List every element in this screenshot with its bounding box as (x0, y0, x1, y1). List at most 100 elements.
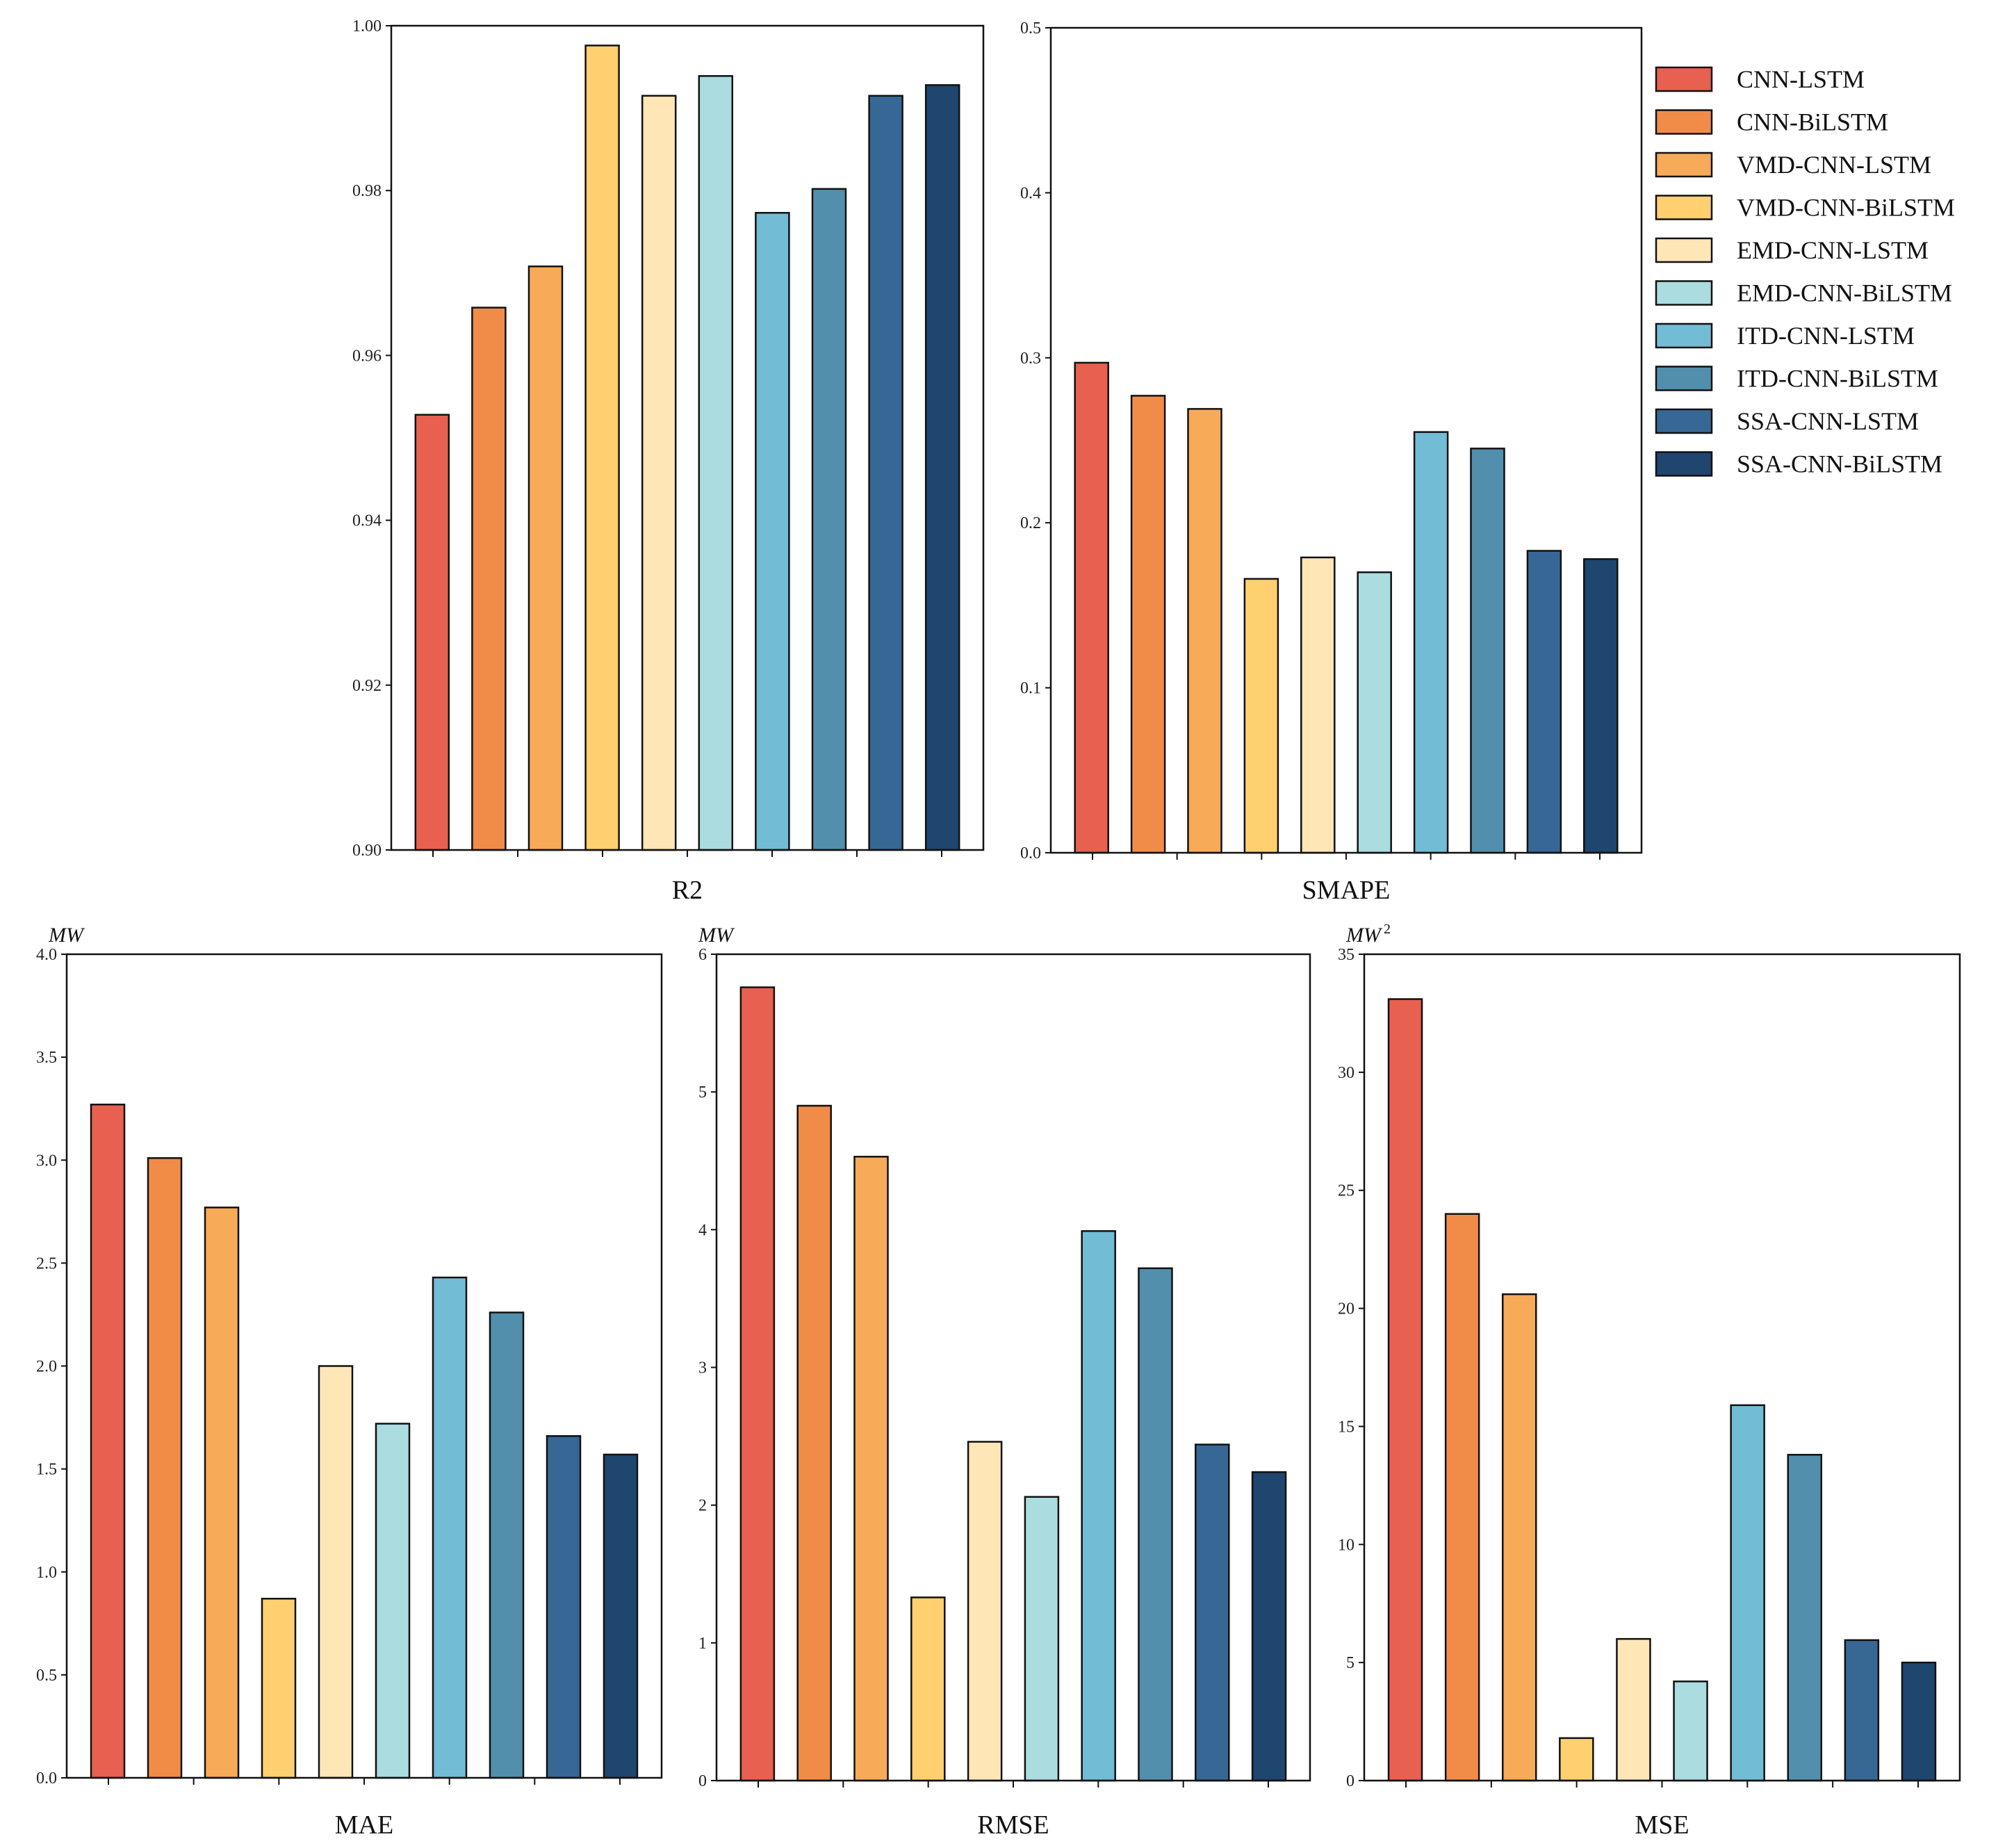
legend-item: ITD-CNN-LSTM (1655, 322, 1915, 350)
bar-emd-cnn-lstm (318, 1365, 354, 1779)
legend-item: SSA-CNN-LSTM (1655, 407, 1919, 435)
bar-vmd-cnn-lstm (853, 1156, 889, 1782)
y-tick-label: 0.94 (352, 512, 382, 530)
bar-emd-cnn-bilstm (698, 75, 734, 851)
chart-panel-smape: 0.0 0.1 0.2 0.3 0.4 0.5 SMAPE (1020, 19, 1643, 905)
legend: CNN-LSTM CNN-BiLSTM VMD-CNN-LSTM VMD-CNN-Bi… (1655, 65, 1955, 478)
bar-ssa-cnn-bilstm (1251, 1471, 1287, 1782)
bar-vmd-cnn-bilstm (910, 1596, 946, 1782)
bar-itd-cnn-bilstm (1470, 448, 1505, 854)
legend-label: EMD-CNN-LSTM (1737, 236, 1929, 264)
bar-vmd-cnn-lstm (1187, 408, 1222, 854)
x-axis-title: RMSE (977, 1810, 1049, 1840)
bar-cnn-bilstm (1444, 1213, 1480, 1782)
bar-vmd-cnn-bilstm (1243, 578, 1279, 854)
y-tick-label: 3.0 (36, 1152, 57, 1170)
chart-panel-rmse: 0 1 2 3 4 5 6 RMSE MW (698, 924, 1311, 1840)
legend-item: EMD-CNN-BiLSTM (1655, 279, 1952, 307)
chart-panel-r2: 0.90 0.92 0.94 0.96 0.98 1.00 R2 (352, 17, 985, 905)
legend-label: SSA-CNN-LSTM (1737, 407, 1919, 435)
y-tick-label: 4.0 (36, 946, 57, 964)
bar-itd-cnn-lstm (1081, 1230, 1116, 1782)
y-tick-label: 5 (1346, 1654, 1354, 1672)
bar-itd-cnn-bilstm (1138, 1267, 1173, 1782)
x-axis-title: R2 (672, 876, 703, 905)
y-tick-label: 1.0 (36, 1564, 57, 1582)
y-tick-label: 3 (698, 1359, 707, 1377)
bar-cnn-lstm (90, 1104, 126, 1779)
bar-itd-cnn-lstm (1730, 1404, 1765, 1782)
legend-item: VMD-CNN-BiLSTM (1655, 194, 1955, 222)
y-tick-label: 20 (1338, 1300, 1354, 1318)
legend-swatch (1655, 322, 1713, 349)
legend-item: EMD-CNN-LSTM (1655, 236, 1929, 264)
y-tick-label: 0.92 (352, 677, 382, 695)
y-tick-label: 10 (1338, 1536, 1354, 1554)
y-tick-label: 1.5 (36, 1461, 57, 1479)
bar-emd-cnn-bilstm (1024, 1496, 1060, 1782)
bar-emd-cnn-lstm (641, 95, 677, 851)
legend-label: ITD-CNN-BiLSTM (1737, 365, 1938, 393)
y-tick-label: 1 (698, 1635, 707, 1653)
bar-vmd-cnn-lstm (204, 1207, 240, 1779)
bar-emd-cnn-lstm (1616, 1637, 1651, 1782)
x-axis-title: MSE (1635, 1810, 1689, 1840)
legend-label: VMD-CNN-LSTM (1737, 151, 1931, 179)
bar-vmd-cnn-bilstm (584, 44, 620, 851)
y-tick-label: 2.5 (36, 1254, 57, 1273)
y-tick-label: 0 (698, 1772, 707, 1790)
legend-item: ITD-CNN-BiLSTM (1655, 365, 1938, 393)
bar-itd-cnn-lstm (432, 1276, 468, 1779)
bar-ssa-cnn-lstm (546, 1434, 582, 1779)
legend-label: ITD-CNN-LSTM (1737, 322, 1915, 350)
legend-label: EMD-CNN-BiLSTM (1737, 279, 1952, 307)
legend-swatch (1655, 280, 1713, 306)
legend-label: SSA-CNN-BiLSTM (1737, 450, 1942, 478)
bar-itd-cnn-lstm (1413, 431, 1449, 854)
bar-emd-cnn-lstm (967, 1441, 1003, 1782)
bar-cnn-lstm (414, 414, 450, 851)
bar-itd-cnn-bilstm (1787, 1453, 1822, 1782)
y-tick-label: 0.98 (352, 182, 382, 200)
y-tick-label: 0.5 (36, 1667, 57, 1685)
y-tick-label: 0.0 (1020, 844, 1041, 862)
bar-ssa-cnn-lstm (1844, 1639, 1880, 1782)
bar-cnn-bilstm (796, 1104, 832, 1782)
legend-swatch (1655, 195, 1713, 220)
bar-cnn-lstm (739, 986, 776, 1782)
legend-label: CNN-LSTM (1737, 65, 1865, 93)
y-tick-label: 0.5 (1020, 19, 1041, 38)
y-tick-label: 0.4 (1020, 184, 1041, 202)
legend-swatch (1655, 109, 1713, 135)
y-tick-label: 5 (698, 1084, 707, 1102)
y-tick-label: 4 (698, 1221, 707, 1239)
bar-ssa-cnn-bilstm (1901, 1661, 1937, 1782)
bar-vmd-cnn-bilstm (261, 1598, 297, 1779)
y-tick-label: 2.0 (36, 1358, 57, 1376)
unit-label: MW (698, 924, 735, 947)
bar-emd-cnn-bilstm (1357, 571, 1392, 854)
bar-ssa-cnn-bilstm (924, 84, 960, 851)
legend-label: VMD-CNN-BiLSTM (1737, 194, 1955, 222)
bar-itd-cnn-bilstm (811, 188, 847, 851)
y-tick-label: 0.90 (352, 842, 382, 860)
y-tick-label: 30 (1338, 1064, 1354, 1082)
bar-emd-cnn-bilstm (1673, 1681, 1708, 1782)
bar-vmd-cnn-lstm (527, 265, 564, 851)
bar-cnn-bilstm (471, 306, 507, 851)
bar-vmd-cnn-bilstm (1559, 1737, 1594, 1782)
y-tick-label: 1.00 (352, 17, 382, 35)
y-tick-label: 0 (1346, 1772, 1354, 1790)
bar-ssa-cnn-bilstm (603, 1453, 639, 1779)
bar-ssa-cnn-lstm (1526, 550, 1562, 854)
x-axis-title: MAE (335, 1810, 393, 1840)
legend-swatch (1655, 66, 1713, 92)
chart-panels: 0.900.920.940.960.981.00R20.00.10.20.30.… (36, 17, 1961, 1840)
unit-label: MW 2 (1345, 922, 1391, 947)
bar-emd-cnn-bilstm (375, 1423, 411, 1779)
legend-swatch (1655, 408, 1713, 434)
legend-swatch (1655, 366, 1713, 391)
bar-ssa-cnn-lstm (1195, 1444, 1230, 1782)
bar-cnn-lstm (1074, 361, 1109, 854)
